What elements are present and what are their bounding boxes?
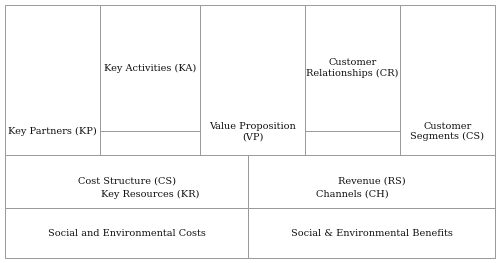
- Bar: [100, 5, 200, 131]
- Bar: [305, 5, 400, 131]
- Text: Channels (CH): Channels (CH): [316, 190, 389, 199]
- Bar: [100, 131, 200, 258]
- Text: Key Activities (KA): Key Activities (KA): [104, 63, 196, 73]
- Bar: [248, 208, 495, 258]
- Bar: [400, 5, 495, 258]
- Bar: [305, 131, 400, 258]
- Text: Social & Environmental Benefits: Social & Environmental Benefits: [290, 229, 452, 237]
- Bar: [248, 155, 495, 208]
- Bar: [200, 5, 305, 258]
- Text: Value Proposition
(VP): Value Proposition (VP): [209, 122, 296, 141]
- Text: Cost Structure (CS): Cost Structure (CS): [78, 177, 176, 186]
- Bar: [5, 5, 100, 258]
- Text: Key Partners (KP): Key Partners (KP): [8, 127, 97, 136]
- Text: Social and Environmental Costs: Social and Environmental Costs: [48, 229, 205, 237]
- Text: Customer
Segments (CS): Customer Segments (CS): [410, 122, 484, 141]
- Text: Revenue (RS): Revenue (RS): [338, 177, 406, 186]
- Bar: [5, 155, 248, 208]
- Text: Key Resources (KR): Key Resources (KR): [101, 190, 199, 199]
- Bar: [5, 208, 248, 258]
- Text: Customer
Relationships (CR): Customer Relationships (CR): [306, 58, 398, 78]
